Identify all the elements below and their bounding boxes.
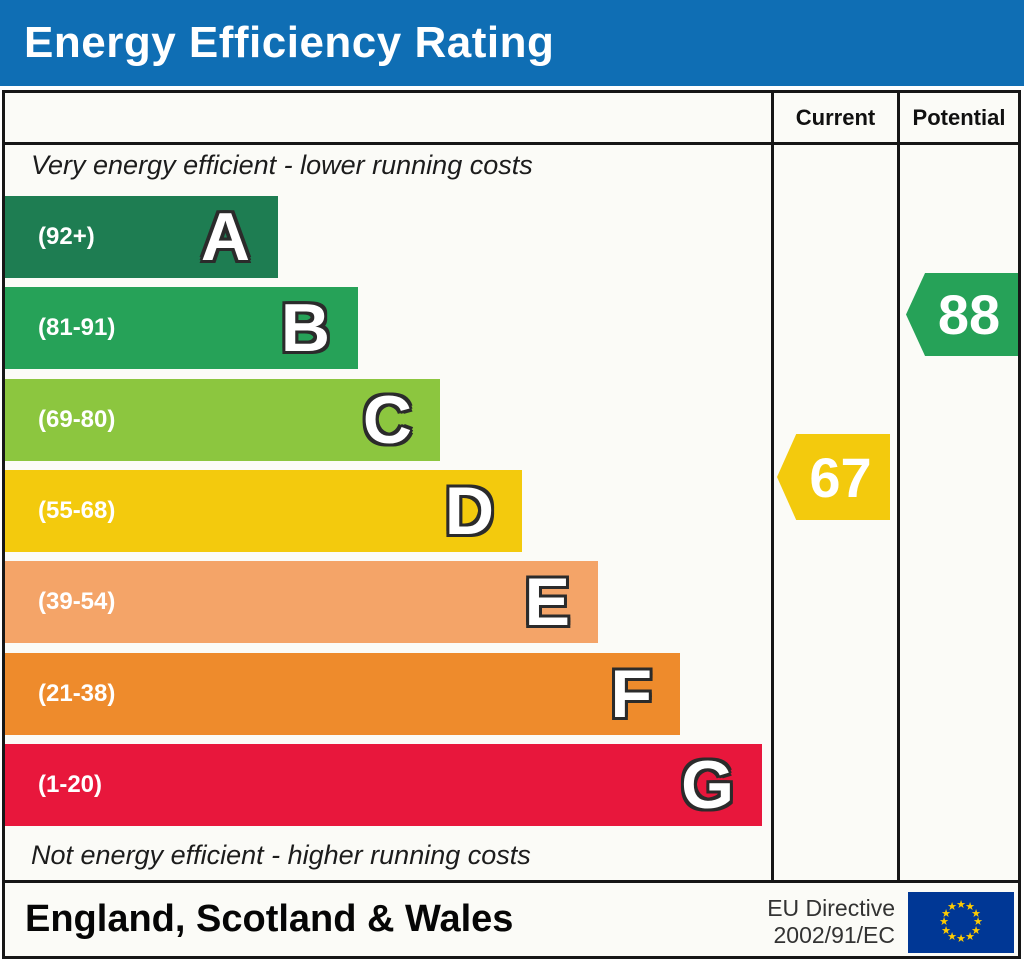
band-c-range: (69-80) xyxy=(38,406,116,433)
region-label: England, Scotland & Wales xyxy=(25,898,514,940)
current-rating-value: 67 xyxy=(809,445,872,509)
eu-star-icon xyxy=(946,901,958,913)
band-e-range: (39-54) xyxy=(38,588,116,615)
band-g-letter: G xyxy=(681,747,734,823)
band-f: (21-38) F xyxy=(5,653,680,735)
band-g-range: (1-20) xyxy=(38,771,103,798)
band-c: (69-80) C xyxy=(5,379,440,461)
column-divider-current xyxy=(771,93,774,883)
band-f-letter: F xyxy=(610,656,652,732)
eu-directive-line1: EU Directive xyxy=(767,895,895,921)
band-g: (1-20) G xyxy=(5,744,762,826)
column-divider-potential xyxy=(897,93,900,883)
potential-rating-arrow: 88 xyxy=(906,273,1018,356)
current-rating-arrow: 67 xyxy=(777,434,890,520)
footer-row-divider xyxy=(5,880,1018,883)
band-b-letter: B xyxy=(280,290,330,366)
band-b-range: (81-91) xyxy=(38,314,116,341)
page-title: Energy Efficiency Rating xyxy=(24,18,555,67)
eu-directive-line2: 2002/91/EC xyxy=(773,922,895,948)
column-header-potential: Potential xyxy=(912,104,1006,130)
caption-not-efficient: Not energy efficient - higher running co… xyxy=(31,840,531,870)
eu-directive-label: EU Directive 2002/91/EC xyxy=(565,895,895,949)
band-d-letter: D xyxy=(444,473,494,549)
column-header-current: Current xyxy=(795,104,876,130)
band-a-range: (92+) xyxy=(38,223,95,250)
band-e-letter: E xyxy=(524,564,570,640)
band-f-range: (21-38) xyxy=(38,680,116,707)
potential-rating-value: 88 xyxy=(937,283,1001,346)
caption-very-efficient: Very energy efficient - lower running co… xyxy=(31,150,533,180)
band-d: (55-68) D xyxy=(5,470,522,552)
header-row-divider xyxy=(5,142,1018,145)
band-d-range: (55-68) xyxy=(38,497,116,524)
band-a: (92+) A xyxy=(5,196,278,278)
band-e: (39-54) E xyxy=(5,561,598,643)
band-a-letter: A xyxy=(200,199,250,275)
title-band: Energy Efficiency Rating xyxy=(0,0,1024,86)
band-b: (81-91) B xyxy=(5,287,358,369)
chart-frame: Current Potential Very energy efficient … xyxy=(2,90,1021,959)
eu-flag xyxy=(908,892,1014,953)
band-c-letter: C xyxy=(362,382,412,458)
